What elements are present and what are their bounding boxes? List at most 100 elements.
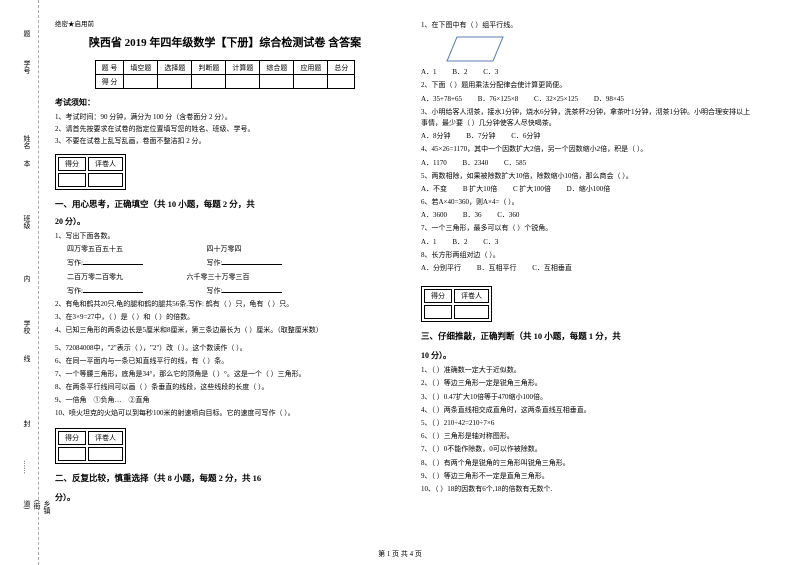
s3q9: 9、（ ）等边三角形不一定是直角三角形。 <box>421 471 755 482</box>
q1-row: 二百万零二百零九 六千零三十万零三百 <box>55 272 395 283</box>
score-mini-box: 得分评卷人 <box>55 428 126 464</box>
q10: 10、喷火坦克的火焰可以到每秒100米的射速喷向目标。它的速度可写作（ ）。 <box>55 408 395 419</box>
opt: A．1170 <box>421 158 447 169</box>
s2q7: 7、一个三角形，最多可以有（ ）个锐角。 <box>421 223 755 234</box>
text: 写作: <box>206 259 222 267</box>
text: 写作: <box>206 287 222 295</box>
text: 四十万零四 <box>207 245 242 253</box>
s2q8-opts: A．分别平行 B．互相平行 C．互相垂直 <box>421 263 755 274</box>
td: 得 分 <box>95 75 124 89</box>
opt: C．3 <box>483 237 498 248</box>
opt: B．7分钟 <box>466 131 495 142</box>
notice-list: 1、考试时间：90 分钟，满分为 100 分（含卷面分 2 分）。 2、请首先按… <box>55 112 395 146</box>
section2-title: 二、反复比较，慎重选择（共 8 小题，每题 2 分，共 16 <box>55 473 261 483</box>
s3q4: 4、（ ）两条直线相交成直角时，这两条直线互相垂直。 <box>421 405 755 416</box>
s2q2: 2、下面（ ）题用乘法分配律会使计算更简便。 <box>421 80 755 91</box>
opt: C．32×25×125 <box>534 94 578 105</box>
notice-item: 3、不要在试卷上乱写乱画，卷面不整洁扣 2 分。 <box>55 136 395 146</box>
s3q8: 8、（ ）有两个角是锐角的三角形叫锐角三角形。 <box>421 458 755 469</box>
opt: C．585 <box>504 158 526 169</box>
q1-row: 写作: 写作: <box>55 285 395 297</box>
s3q3: 3、（ ）0.47扩大10倍等于470缩小100倍。 <box>421 392 755 403</box>
s2q3: 3、小明给客人沏茶，接水1分钟，烧水6分钟，洗茶杯2分钟，拿茶叶1分钟，沏茶1分… <box>421 107 755 129</box>
secret-mark: 绝密★启用前 <box>55 18 395 28</box>
opt: D．98×45 <box>594 94 624 105</box>
notice-item: 2、请首先按要求在试卷的指定位置填写您的姓名、班级、学号。 <box>55 124 395 134</box>
s2q6: 6、若A×40=360，则A×4=（ ）。 <box>421 197 755 208</box>
s2q1-opts: A．1 B．2 C．3 <box>421 67 755 78</box>
page-footer: 第 1 页 共 4 页 <box>0 549 800 559</box>
q1-row: 写作: 写作: <box>55 257 395 269</box>
td: 得分 <box>58 431 86 445</box>
text: 四万零五百五十五 <box>67 245 123 253</box>
q2: 2、有龟和鹤共20只,龟的腿和鹤的腿共56条.写作: 鹤有（ ）只，龟有（ ）只… <box>55 299 395 310</box>
s2q5-opts: A．不变 B 扩大10倍 C 扩大100倍 D．缩小100倍 <box>421 184 755 195</box>
notice-item: 1、考试时间：90 分钟，满分为 100 分（含卷面分 2 分）。 <box>55 112 395 122</box>
opt: D．缩小100倍 <box>567 184 611 195</box>
margin-label: 封 <box>22 420 32 427</box>
s2q4: 4、45×26=1170，其中一个因数扩大2倍，另一个因数缩小2倍，积是（ ）。 <box>421 144 755 155</box>
section2-tail: 分）。 <box>55 492 395 503</box>
s3q6: 6、（ ）三角形是轴对称图形。 <box>421 431 755 442</box>
section1-tail: 20 分）。 <box>55 216 395 227</box>
q1: 1、写出下面各数。 <box>55 231 395 242</box>
margin-label: 学校 <box>22 320 32 334</box>
opt: B．76×125×8 <box>478 94 519 105</box>
s3q5: 5、（ ）210÷42=210÷7×6 <box>421 418 755 429</box>
q9: 9、一倍角 ①负角… ②直角 <box>55 395 395 406</box>
margin-label: 学号 <box>22 60 32 74</box>
q5: 5、72084008中，"2"表示（ ），"2"）改（ ）。这个数读作（ ）。 <box>55 343 395 354</box>
s2q3-opts: A．8分钟 B．7分钟 C．6分钟 <box>421 131 755 142</box>
exam-title: 陕西省 2019 年四年级数学【下册】综合检测试卷 含答案 <box>55 34 395 50</box>
q3: 3、在3×9=27中，（ ）是（ ）和（ ）的倍数。 <box>55 312 395 323</box>
score-table: 题 号 填空题 选择题 判断题 计算题 综合题 应用题 总分 得 分 <box>95 60 356 89</box>
s3q2: 2、（ ）等边三角形一定是锐角三角形。 <box>421 378 755 389</box>
th: 选择题 <box>158 61 192 75</box>
text: 六千零三十万零三百 <box>187 273 250 281</box>
s2q4-opts: A．1170 B．2340 C．585 <box>421 158 755 169</box>
text: 写作: <box>67 259 83 267</box>
s2q6-opts: A．3600 B．36 C．360 <box>421 210 755 221</box>
opt: A．3600 <box>421 210 447 221</box>
text: 写作: <box>67 287 83 295</box>
th: 判断题 <box>192 61 226 75</box>
th: 题 号 <box>95 61 124 75</box>
opt: ①负角… <box>94 396 122 404</box>
opt: ②直角 <box>129 396 150 404</box>
parallelogram-shape <box>447 37 503 61</box>
opt: A．1 <box>421 67 437 78</box>
opt: B．2 <box>452 237 467 248</box>
s3q1: 1、（ ）准确数一定大于近似数。 <box>421 365 755 376</box>
opt: B 扩大10倍 <box>463 184 497 195</box>
binding-margin: 题 学号 姓名 本 班级 内 学校 线 封 …… 乡镇(街道) <box>0 0 45 515</box>
q1-row: 四万零五百五十五 四十万零四 <box>55 244 395 255</box>
th: 填空题 <box>124 61 158 75</box>
s3q7: 7、（ ）0不能作除数，0可以作被除数。 <box>421 444 755 455</box>
opt: A．35+78+65 <box>421 94 462 105</box>
q8: 8、在两条平行线间可以画（ ）条垂直的线段，这些线段的长度（ ）。 <box>55 382 395 393</box>
s2q5: 5、两数相除，如果被除数扩大10倍，除数缩小10倍，那么商会（ ）。 <box>421 171 755 182</box>
td: 得分 <box>58 157 86 171</box>
opt: C 扩大100倍 <box>513 184 551 195</box>
q4: 4、已知三角形的两条边长是5厘米和8厘米，第三条边最长为（ ）厘米。（取整厘米数… <box>55 325 395 336</box>
td: 评卷人 <box>88 431 123 445</box>
th: 应用题 <box>294 61 328 75</box>
s3q10: 10、（ ）18的因数有6个,18的倍数有无数个. <box>421 484 755 495</box>
q6: 6、在同一平面内与一条已知直线平行的线，有（ ）条。 <box>55 356 395 367</box>
td: 得分 <box>424 289 452 303</box>
margin-label: …… <box>22 460 30 474</box>
opt: C．360 <box>497 210 519 221</box>
th: 计算题 <box>226 61 260 75</box>
margin-label: 本 <box>22 160 32 167</box>
s2q2-opts: A．35+78+65 B．76×125×8 C．32×25×125 D．98×4… <box>421 94 755 105</box>
opt: A．不变 <box>421 184 447 195</box>
opt: C．3 <box>483 67 498 78</box>
opt: B．36 <box>463 210 482 221</box>
margin-label: 内 <box>22 275 32 282</box>
td: 评卷人 <box>88 157 123 171</box>
td: 评卷人 <box>454 289 489 303</box>
notice-heading: 考试须知： <box>55 97 395 108</box>
parallelogram-figure <box>445 35 505 63</box>
margin-label: 线 <box>22 355 32 362</box>
score-mini-box: 得分评卷人 <box>421 286 492 322</box>
